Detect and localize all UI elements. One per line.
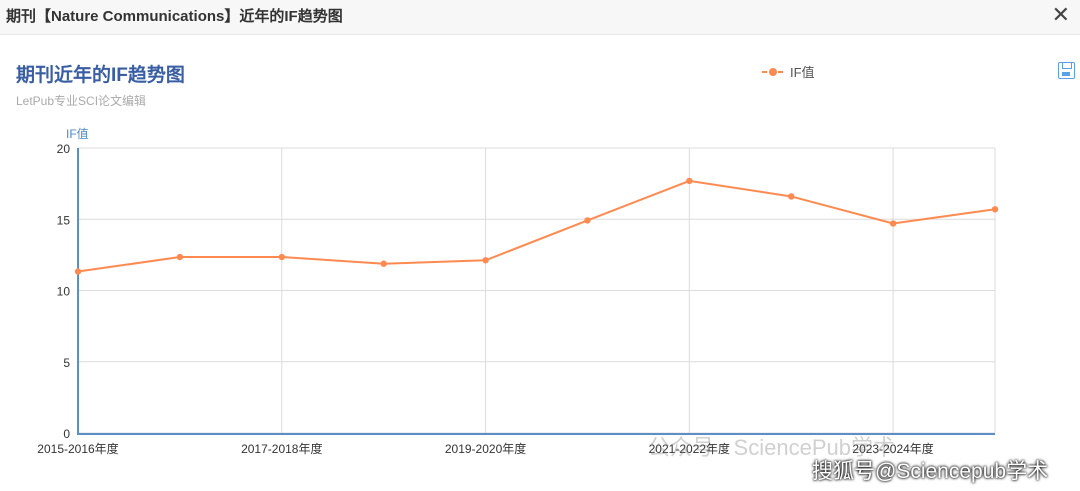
legend-item[interactable]: IF值 bbox=[762, 62, 815, 81]
floppy-disk-save-icon[interactable] bbox=[1058, 62, 1075, 79]
legend-line-marker-icon bbox=[762, 67, 784, 76]
y-tick-label: 20 bbox=[57, 142, 71, 156]
y-axis-title: IF值 bbox=[66, 126, 89, 141]
y-tick-label: 10 bbox=[57, 285, 71, 299]
x-tick-label: 2015-2016年度 bbox=[37, 441, 118, 456]
watermark: 公众号 · SciencePub学术 bbox=[648, 435, 895, 460]
x-tick-label: 2017-2018年度 bbox=[241, 441, 322, 456]
data-point bbox=[686, 177, 693, 185]
data-point bbox=[889, 220, 897, 227]
data-point bbox=[176, 253, 184, 261]
data-point bbox=[380, 260, 387, 267]
series-line bbox=[77, 179, 996, 273]
chart-subtitle: LetPub专业SCI论文编辑 bbox=[16, 94, 147, 108]
data-point bbox=[278, 253, 285, 261]
chart-title: 期刊近年的IF趋势图 bbox=[16, 65, 185, 86]
x-tick-label: 2019-2020年度 bbox=[445, 441, 526, 456]
data-point bbox=[584, 217, 591, 224]
data-point bbox=[74, 268, 82, 275]
x-tick-label: 2023-2024年度 bbox=[852, 441, 933, 456]
legend-label: IF值 bbox=[790, 65, 815, 80]
data-point bbox=[482, 257, 489, 264]
data-point bbox=[991, 206, 999, 213]
watermark-secondary: 搜狐号@Sciencepub学术 bbox=[812, 460, 1049, 483]
dialog-title: 期刊【Nature Communications】近年的IF趋势图 bbox=[6, 8, 343, 25]
y-tick-label: 15 bbox=[57, 213, 71, 227]
y-tick-label: 5 bbox=[63, 356, 70, 370]
close-icon[interactable]: ✕ bbox=[1051, 2, 1070, 27]
x-tick-label: 2021-2022年度 bbox=[649, 441, 730, 456]
y-tick-label: 0 bbox=[63, 427, 70, 441]
dialog-titlebar: 期刊【Nature Communications】近年的IF趋势图 ✕ bbox=[0, 0, 1080, 35]
data-point bbox=[788, 193, 795, 200]
